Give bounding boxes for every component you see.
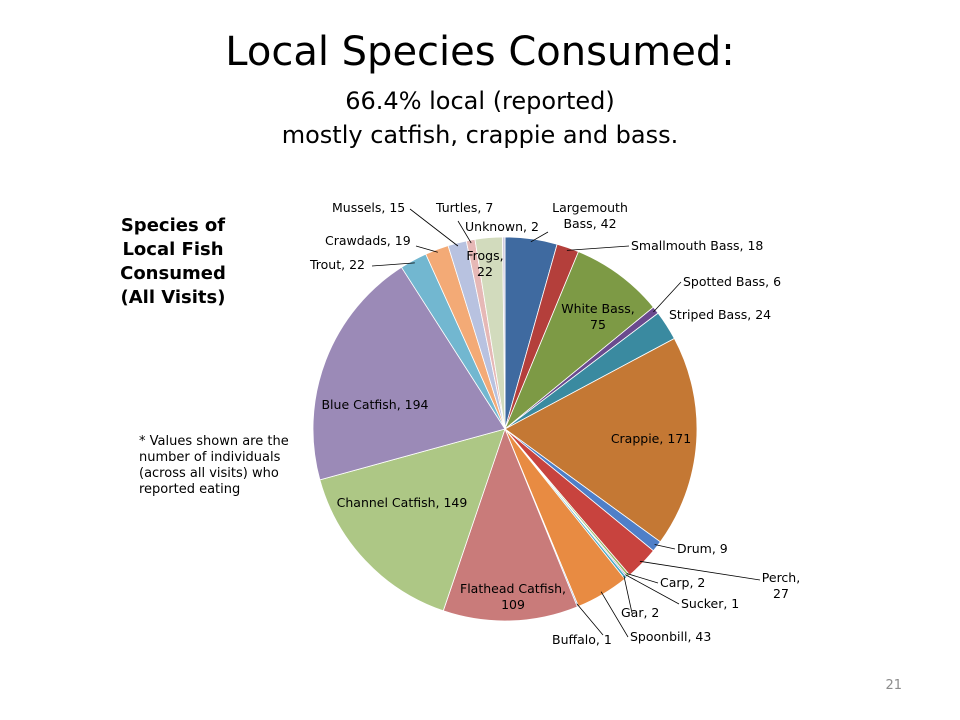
pie-slices — [312, 236, 698, 622]
slice-label-spotted-bass: Spotted Bass, 6 — [683, 274, 781, 289]
pie-slice-flathead-catfish — [442, 427, 578, 622]
slice-label-mussels: Mussels, 15 — [332, 200, 405, 215]
leader-line-spoonbill — [600, 591, 629, 638]
leader-line-spotted-bass — [653, 281, 682, 313]
slice-label-blue-catfish: Blue Catfish, 194 — [321, 397, 428, 412]
leader-line-turtles — [457, 220, 472, 244]
slice-label-buffalo: Buffalo, 1 — [552, 632, 612, 647]
pie-slice-blue-catfish — [312, 266, 506, 481]
slice-label-carp: Carp, 2 — [660, 575, 705, 590]
leader-line-crawdads — [415, 245, 438, 253]
slide-subtitle-line1: 66.4% local (reported) — [345, 87, 615, 115]
leader-line-trout — [371, 262, 415, 267]
leader-line-buffalo — [576, 603, 604, 636]
leader-line-perch — [639, 560, 761, 581]
slide-title: Local Species Consumed: — [225, 29, 735, 75]
slice-label-perch: Perch, 27 — [762, 570, 800, 601]
slice-label-unknown: Unknown, 2 — [465, 219, 539, 234]
slice-label-spoonbill: Spoonbill, 43 — [630, 629, 711, 644]
slice-label-sucker: Sucker, 1 — [681, 596, 739, 611]
footnote: * Values shown are the number of individ… — [139, 434, 289, 497]
leader-line-mussels — [409, 208, 459, 247]
slice-label-turtles: Turtles, 7 — [435, 200, 493, 215]
slice-label-flathead-catfish: Flathead Catfish, 109 — [460, 581, 566, 612]
slice-label-gar: Gar, 2 — [621, 605, 659, 620]
slice-label-drum: Drum, 9 — [677, 541, 728, 556]
page-number: 21 — [885, 678, 902, 693]
chart-title: Species of Local Fish Consumed (All Visi… — [120, 215, 226, 308]
pie-slice-channel-catfish — [319, 428, 506, 612]
leader-line-carp — [626, 573, 659, 584]
slice-label-smallmouth-bass: Smallmouth Bass, 18 — [631, 238, 763, 253]
pie-slice-crappie — [504, 337, 698, 543]
slice-label-crawdads: Crawdads, 19 — [325, 233, 411, 248]
slice-label-frogs: Frogs, 22 — [466, 248, 503, 279]
leader-line-smallmouth-bass — [566, 245, 630, 251]
leader-line-sucker — [625, 574, 680, 605]
slice-label-largemouth-bass: Largemouth Bass, 42 — [552, 200, 628, 231]
slide-subtitle-line2: mostly catfish, crappie and bass. — [281, 121, 679, 149]
leader-line-largemouth-bass — [530, 231, 549, 243]
slice-label-striped-bass: Striped Bass, 24 — [669, 307, 771, 322]
pie-slice-white-bass — [504, 251, 654, 430]
leader-line-drum — [654, 544, 676, 550]
slice-label-channel-catfish: Channel Catfish, 149 — [337, 495, 468, 510]
pie-slice-unknown — [502, 236, 506, 430]
label-leader-lines — [371, 208, 761, 638]
slice-label-crappie: Crappie, 171 — [611, 431, 691, 446]
slice-label-trout: Trout, 22 — [309, 257, 365, 272]
slice-label-white-bass: White Bass, 75 — [561, 301, 635, 332]
leader-line-gar — [623, 575, 633, 614]
